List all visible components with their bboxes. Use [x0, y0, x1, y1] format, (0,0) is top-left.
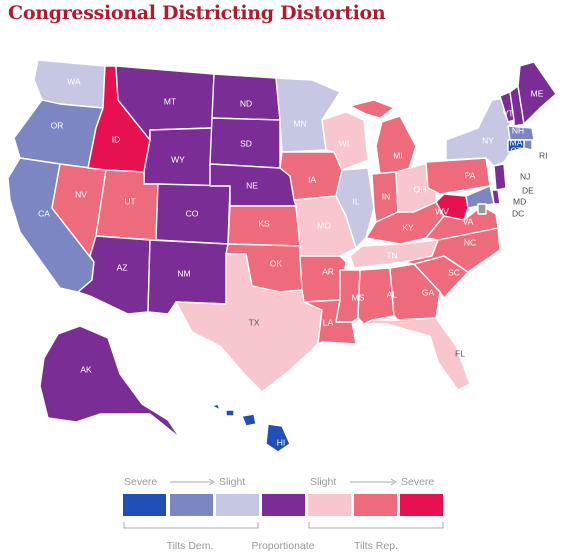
legend-swatch-dem-moderate: [170, 494, 213, 516]
state-label-dc: DC: [512, 208, 524, 218]
legend: Severe Slight Slight Severe Tilts Dem. Propor…: [123, 476, 444, 552]
legend-swatch-rep-severe: [400, 494, 443, 516]
state-label-nm: NM: [177, 268, 190, 278]
state-label-nh: NH: [512, 125, 524, 135]
legend-rep-severe-label: Severe: [401, 476, 434, 488]
legend-dem-arrow-head: [208, 478, 215, 486]
state-label-mi: MI: [393, 150, 402, 160]
legend-swatch-rep-slight: [308, 494, 351, 516]
state-fl[interactable]: [363, 317, 471, 391]
state-label-wv: WV: [435, 206, 449, 216]
state-hi[interactable]: [211, 403, 291, 453]
state-label-sc: SC: [448, 267, 460, 277]
state-ar[interactable]: [299, 255, 347, 303]
state-label-ne: NE: [246, 180, 258, 190]
state-label-ri: RI: [539, 150, 548, 160]
legend-proportionate-label: Proportionate: [251, 540, 314, 552]
state-il[interactable]: [335, 167, 375, 249]
state-label-ct: CT: [510, 145, 521, 155]
state-label-az: AZ: [117, 262, 128, 272]
state-label-de: DE: [522, 185, 534, 195]
legend-swatch-dem-slight: [216, 494, 259, 516]
legend-tilts-rep-label: Tilts Rep.: [354, 540, 398, 552]
state-me[interactable]: [517, 61, 557, 125]
state-label-ok: OK: [270, 258, 283, 268]
state-label-ky: KY: [402, 222, 414, 232]
state-label-nv: NV: [75, 189, 87, 199]
state-label-la: LA: [323, 317, 334, 327]
state-label-wi: WI: [339, 138, 349, 148]
state-label-hi: HI: [277, 437, 286, 447]
state-label-me: ME: [531, 88, 544, 98]
state-label-mt: MT: [164, 96, 176, 106]
state-ny[interactable]: [445, 97, 513, 167]
state-wi[interactable]: [321, 111, 369, 171]
state-label-ma: MA: [510, 137, 523, 147]
legend-swatch-rep-moderate: [354, 494, 397, 516]
state-label-in: IN: [382, 191, 391, 201]
state-label-tn: TN: [386, 250, 397, 260]
state-label-ks: KS: [258, 218, 270, 228]
state-label-nd: ND: [240, 98, 252, 108]
legend-swatch-proportionate: [262, 494, 305, 516]
state-label-ga: GA: [422, 287, 435, 297]
state-label-or: OR: [51, 120, 64, 130]
state-label-ak: AK: [80, 364, 92, 374]
state-label-mo: MO: [317, 220, 331, 230]
legend-rep-arrow-head: [390, 478, 397, 486]
state-nj[interactable]: [493, 163, 507, 191]
state-label-al: AL: [387, 289, 398, 299]
state-label-wa: WA: [67, 76, 81, 86]
state-ma[interactable]: [507, 125, 535, 141]
states-layer: [7, 59, 557, 453]
state-label-il: IL: [352, 196, 359, 206]
state-pa[interactable]: [425, 157, 491, 195]
state-ct[interactable]: [507, 139, 525, 153]
state-label-ny: NY: [482, 135, 494, 145]
state-nh[interactable]: [509, 85, 525, 127]
state-label-fl: FL: [455, 348, 465, 358]
state-label-ut: UT: [124, 196, 135, 206]
legend-rep-bracket: [308, 522, 444, 529]
state-nd[interactable]: [211, 73, 281, 121]
state-label-ms: MS: [352, 292, 365, 302]
state-label-md: MD: [513, 196, 526, 206]
state-label-ca: CA: [38, 208, 50, 218]
state-label-id: ID: [112, 134, 121, 144]
state-label-mn: MN: [293, 118, 306, 128]
state-label-sd: SD: [240, 138, 252, 148]
state-label-ar: AR: [322, 266, 334, 276]
state-label-va: VA: [463, 216, 474, 226]
state-label-nc: NC: [464, 237, 476, 247]
state-label-co: CO: [186, 208, 199, 218]
legend-swatch-dem-severe: [123, 494, 166, 516]
state-ri[interactable]: [523, 139, 533, 151]
legend-rep-slight-label: Slight: [310, 476, 336, 488]
legend-dem-severe-label: Severe: [124, 476, 157, 488]
state-labels-layer: WA OR CA NV ID MT WY UT AZ CO NM ND SD NE KS OK TX MN IA MO…: [38, 76, 547, 447]
state-label-tx: TX: [249, 317, 260, 327]
state-label-wy: WY: [171, 154, 185, 164]
state-label-pa: PA: [465, 170, 476, 180]
legend-dem-slight-label: Slight: [219, 476, 245, 488]
legend-dem-bracket: [123, 522, 259, 529]
map-title: Congressional Districting Distortion: [8, 2, 386, 24]
state-label-vt: VT: [503, 108, 514, 118]
state-ak[interactable]: [39, 325, 181, 439]
state-label-nj: NJ: [520, 171, 530, 181]
legend-tilts-dem-label: Tilts Dem.: [167, 540, 214, 552]
state-dc[interactable]: [477, 203, 487, 215]
state-label-oh: OH: [414, 184, 427, 194]
state-tx[interactable]: [175, 253, 323, 393]
state-label-ia: IA: [308, 174, 316, 184]
